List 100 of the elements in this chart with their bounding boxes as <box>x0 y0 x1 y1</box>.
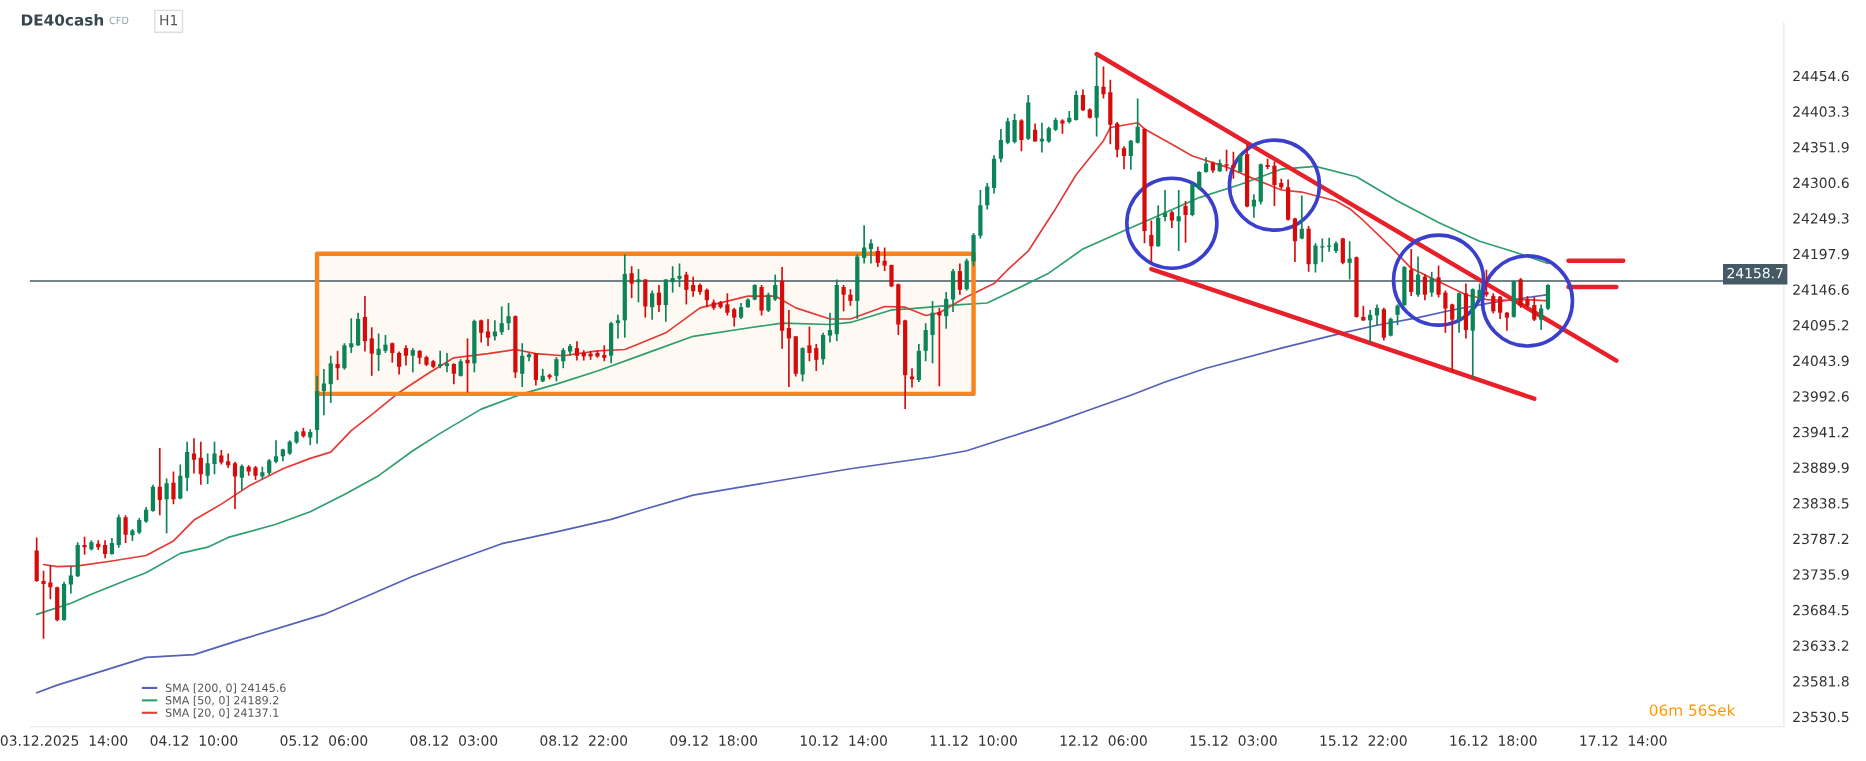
y-tick-label: 23633.2 <box>1793 640 1849 651</box>
candlestick <box>1149 219 1154 263</box>
candlestick <box>342 342 347 371</box>
y-tick-label: 23889.9 <box>1793 462 1849 473</box>
candlestick <box>1436 264 1441 299</box>
y-tick-label: 24454.6 <box>1793 70 1849 82</box>
candlestick <box>868 238 874 265</box>
candlestick <box>465 337 470 394</box>
candlestick <box>239 463 244 492</box>
candlestick <box>485 318 491 347</box>
y-tick-label: 23735.9 <box>1793 569 1849 580</box>
candlestick <box>773 273 778 302</box>
candlestick <box>1272 160 1277 207</box>
candlestick <box>499 305 504 336</box>
candlestick <box>985 182 990 211</box>
candlestick <box>171 470 176 505</box>
y-tick-label: 24249.3 <box>1793 213 1849 224</box>
candlestick <box>923 322 928 363</box>
candlestick <box>1327 236 1332 253</box>
candlestick <box>1135 97 1140 145</box>
candlestick <box>383 334 388 354</box>
candlestick <box>1012 112 1017 145</box>
legend-label: SMA [200, 0] 24145.6 <box>165 683 286 694</box>
candlestick <box>766 291 771 313</box>
y-tick-label: 23992.6 <box>1793 391 1849 402</box>
candlestick <box>1539 303 1544 331</box>
candlestick <box>1504 311 1510 332</box>
x-tick-label: 08.12 03:00 <box>410 735 498 746</box>
candlestick <box>862 224 867 265</box>
candlestick <box>520 342 525 388</box>
candlestick <box>82 535 87 556</box>
y-tick-label: 24351.9 <box>1793 142 1849 153</box>
candlestick <box>68 565 74 595</box>
x-tick-label: 12.12 06:00 <box>1060 735 1147 746</box>
candlestick <box>1491 292 1496 315</box>
candlestick <box>1183 200 1188 244</box>
candlestick <box>957 262 962 296</box>
candlestick <box>102 539 108 560</box>
legend-label: SMA [50, 0] 24189.2 <box>165 695 279 706</box>
candlestick <box>691 275 696 298</box>
x-tick-label: 04.12 10:00 <box>150 735 238 746</box>
candlestick <box>841 284 846 313</box>
candlestick <box>827 311 833 344</box>
candlestick <box>1238 153 1243 174</box>
candlestick <box>875 246 880 268</box>
x-tick-label: 17.12 14:00 <box>1580 735 1667 746</box>
candlestick <box>1121 145 1127 170</box>
candlestick <box>1443 289 1448 334</box>
candlestick <box>684 270 689 306</box>
candlestick <box>1292 216 1298 263</box>
candlestick <box>232 460 238 510</box>
candlestick <box>1231 150 1236 180</box>
ref-line-label: 24158.7 <box>1727 267 1783 279</box>
candlestick <box>882 246 887 272</box>
candlestick <box>1313 242 1318 274</box>
line-series <box>35 293 1549 694</box>
candlestick <box>704 287 709 309</box>
y-tick-label: 23530.5 <box>1793 711 1849 723</box>
x-tick-label: 16.12 18:00 <box>1450 735 1537 746</box>
y-tick-label: 24300.6 <box>1793 177 1849 189</box>
candlestick <box>998 128 1004 164</box>
candlestick <box>1197 170 1202 191</box>
candlestick <box>1005 117 1010 146</box>
candlestick <box>123 514 128 544</box>
candlestick <box>732 307 737 328</box>
candlestick <box>198 440 203 486</box>
candlestick <box>561 347 566 370</box>
annotation: H1 <box>160 15 178 26</box>
candlestick <box>403 344 409 367</box>
x-tick-label: 03.12.2025 14:00 <box>0 735 128 746</box>
candlestick <box>376 332 381 372</box>
candlestick <box>814 343 819 372</box>
candlestick <box>1080 88 1086 112</box>
candlestick <box>786 309 792 388</box>
candlestick <box>1176 189 1181 252</box>
x-tick-label: 10.12 14:00 <box>800 735 888 746</box>
y-tick-label: 24197.9 <box>1793 248 1849 260</box>
candlestick <box>615 313 621 340</box>
y-tick-label: 23684.5 <box>1793 604 1849 616</box>
candlestick <box>759 284 764 317</box>
candlestick <box>574 340 580 362</box>
candlestick <box>1251 193 1257 219</box>
x-tick-label: 05.12 06:00 <box>280 735 368 746</box>
candlestick <box>321 368 327 417</box>
candlestick <box>725 292 730 317</box>
candlestick <box>554 356 559 383</box>
candlestick <box>212 440 217 476</box>
legend-label: SMA [20, 0] 24137.1 <box>165 708 279 719</box>
x-tick-label: 09.12 18:00 <box>670 735 758 746</box>
candlestick <box>451 362 456 385</box>
candlestick <box>410 347 415 374</box>
candlestick <box>1429 270 1434 298</box>
y-tick-label: 24146.6 <box>1793 284 1849 295</box>
y-tick-label: 24043.9 <box>1793 355 1849 367</box>
candlestick <box>1532 295 1537 322</box>
candlestick <box>636 268 641 304</box>
candlestick <box>506 302 511 331</box>
candlestick <box>41 569 46 640</box>
y-tick-label: 23941.2 <box>1793 426 1849 438</box>
candlestick <box>1484 268 1489 298</box>
